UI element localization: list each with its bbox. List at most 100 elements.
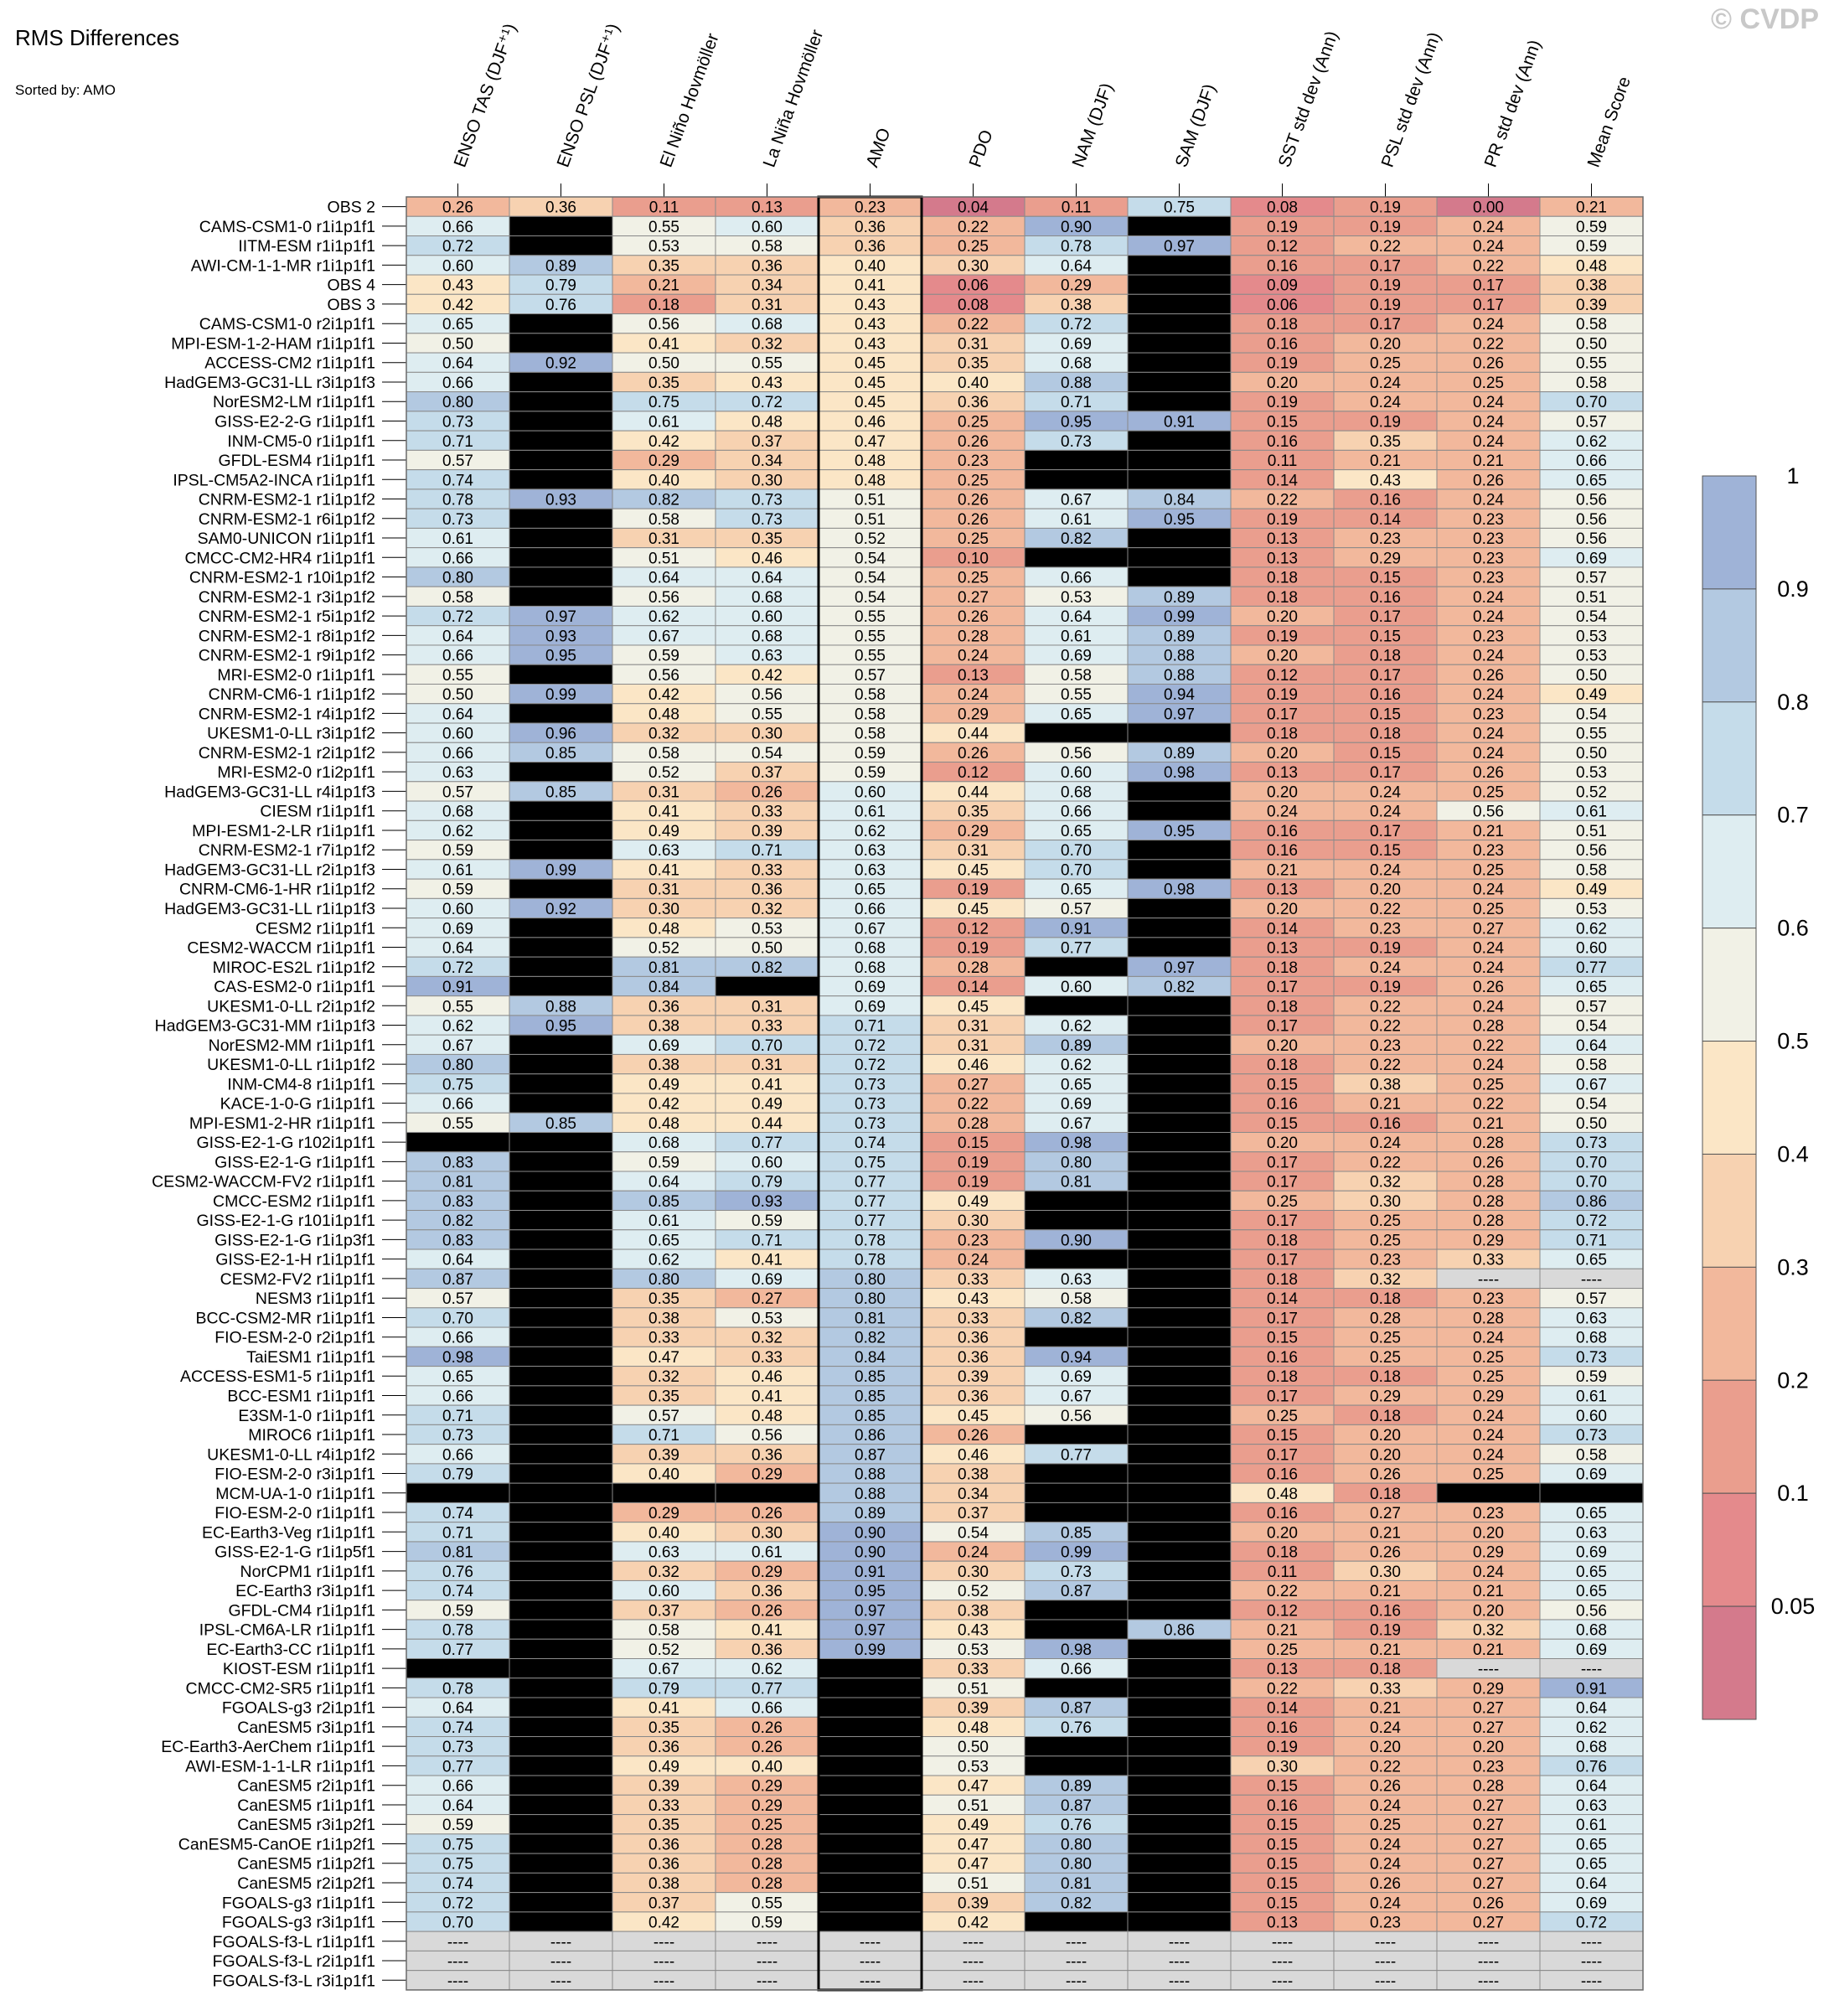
cell-value: ---- [1272,1934,1293,1951]
cell-value: 0.20 [1267,648,1298,665]
cell-value: 0.64 [1576,1778,1607,1796]
cell-value: 0.23 [1370,1252,1401,1269]
cell-value: 0.64 [1576,1037,1607,1055]
cell-value: 0.30 [958,257,989,275]
cell-value: 1.14 [545,1505,576,1522]
cell-value: 0.62 [442,823,473,840]
cell-value: 0.63 [855,842,886,860]
cell-value: 0.71 [1061,394,1092,411]
cell-value: ---- [1478,1661,1499,1678]
cell-value: 0.24 [1370,394,1401,411]
cell-value: 0.51 [648,550,679,567]
cell-value: 1.02 [545,1057,576,1074]
cell-value: 1.63 [545,1174,576,1192]
cell-value: 0.20 [1370,1739,1401,1756]
cell-value: 0.24 [1267,804,1298,821]
cell-value: 0.16 [1267,1349,1298,1367]
cell-value: 0.17 [1370,667,1401,685]
row-label: GISS-E2-1-G r1i1p3f1 [214,1231,375,1249]
cell-value: 0.36 [752,1583,783,1600]
cell-value: 0.91 [442,979,473,996]
cell-value: 0.65 [1576,1836,1607,1853]
cell-value: 0.89 [1164,589,1195,607]
cell-value: 1.25 [855,1856,886,1874]
cell-value: 1.82 [545,1154,576,1171]
cell-value: 0.71 [752,1232,783,1249]
cell-value: 0.55 [1576,726,1607,743]
cell-value: 0.24 [1473,1564,1504,1581]
column-header: PR std dev (Ann) [1481,38,1545,170]
cell-value: 0.69 [1576,1895,1607,1912]
cell-value: 0.32 [752,335,783,353]
cell-value: 0.64 [1576,1700,1607,1718]
cell-value: 0.18 [1267,959,1298,977]
cell-value: 0.13 [1267,1661,1298,1678]
cell-value: 0.90 [855,1524,886,1542]
row-label: CanESM5 r2i1p2f1 [237,1874,375,1893]
cell-value: 0.22 [1370,1154,1401,1171]
cell-value: 0.21 [1267,861,1298,879]
cell-value: 0.24 [1473,1408,1504,1425]
cell-value: 0.54 [1576,608,1607,626]
cell-value: 0.80 [442,394,473,411]
cell-value: 0.73 [1061,433,1092,451]
cell-value: 1.11 [1062,1739,1092,1756]
cell-value: 0.75 [442,1076,473,1093]
cell-value: 0.81 [855,1310,886,1327]
cell-value: 0.29 [1061,277,1092,295]
cell-value: 0.35 [958,355,989,373]
cell-value: 0.22 [958,316,989,333]
cell-value: 0.57 [1576,413,1607,431]
cell-value: 0.65 [1061,706,1092,723]
cell-value: 0.85 [855,1408,886,1425]
row-label: GISS-E2-1-G r1i1p5f1 [214,1543,375,1562]
cell-value: 0.30 [648,901,679,918]
cell-value: 0.24 [1473,394,1504,411]
cell-value: 0.42 [752,667,783,685]
cell-value: 0.22 [1267,1583,1298,1600]
cell-value: 0.25 [1473,1466,1504,1484]
cell-value: 0.28 [752,1856,783,1874]
cell-value: 0.78 [855,1252,886,1269]
cell-value: 0.63 [1576,1797,1607,1815]
cell-value: 1.25 [855,1836,886,1853]
cell-value: 0.53 [1576,764,1607,782]
cell-value: 0.29 [648,1505,679,1522]
cell-value: 0.89 [1164,745,1195,762]
cell-value: 0.24 [1370,804,1401,821]
cell-value: 0.36 [545,199,576,217]
cell-value: 0.77 [1061,940,1092,958]
cell-value: 0.23 [1473,570,1504,587]
cell-value: 0.99 [1164,608,1195,626]
cell-value: 0.41 [648,861,679,879]
cell-value: 0.62 [1576,433,1607,451]
cell-value: 0.58 [1576,1446,1607,1464]
cell-value: 0.25 [1473,783,1504,801]
cell-value: 0.93 [545,492,576,509]
cell-value: 0.53 [752,1310,783,1327]
cell-value: 0.17 [1267,1154,1298,1171]
cell-value: 0.60 [855,783,886,801]
cell-value: 0.08 [958,297,989,314]
cell-value: 0.14 [1267,1290,1298,1308]
row-label: AWI-CM-1-1-MR r1i1p1f1 [191,256,375,275]
cell-value: 0.17 [1473,297,1504,314]
cell-value: 1.01 [1164,842,1195,860]
cell-value: 0.41 [752,1076,783,1093]
row-label: CNRM-ESM2-1 r10i1p1f2 [189,569,375,587]
cell-value: 0.56 [1576,492,1607,509]
cell-value: 0.24 [1473,219,1504,236]
cell-value: 0.27 [1473,1700,1504,1718]
cell-value: 0.13 [1267,764,1298,782]
cell-value: 0.14 [1370,511,1401,529]
cell-value: 1.84 [1164,1330,1195,1347]
cell-value: 0.24 [1370,1719,1401,1737]
cell-value: 0.30 [958,1564,989,1581]
cell-value: 0.29 [648,452,679,470]
colorbar-label: 0.7 [1777,803,1809,828]
cell-value: 1.32 [545,1856,576,1874]
row-label: HadGEM3-GC31-LL r1i1p1f3 [164,900,375,918]
cell-value: 0.36 [855,238,886,256]
cell-value: 1.47 [1164,1524,1195,1542]
cell-value: 0.16 [1267,1797,1298,1815]
